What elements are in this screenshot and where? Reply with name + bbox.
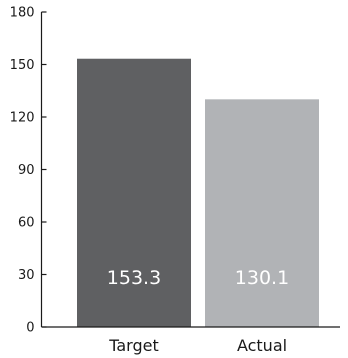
bar-actual <box>205 99 319 327</box>
data-label: 153.3 <box>107 267 161 289</box>
data-label: 130.1 <box>235 267 289 289</box>
y-tick-label: 0 <box>26 321 34 336</box>
y-tick-label: 120 <box>10 111 35 126</box>
y-tick-label: 90 <box>18 163 35 178</box>
y-tick-label: 180 <box>10 6 35 21</box>
bar-target <box>77 58 191 327</box>
x-axis: Target Actual <box>41 326 340 355</box>
y-axis: 0 30 60 90 120 150 180 <box>10 6 47 336</box>
x-category-label: Actual <box>237 336 287 355</box>
y-tick-label: 150 <box>10 58 35 73</box>
x-category-label: Target <box>108 336 159 355</box>
bars: 153.3 130.1 <box>77 58 319 327</box>
y-tick-label: 30 <box>18 268 35 283</box>
y-tick-label: 60 <box>18 216 35 231</box>
